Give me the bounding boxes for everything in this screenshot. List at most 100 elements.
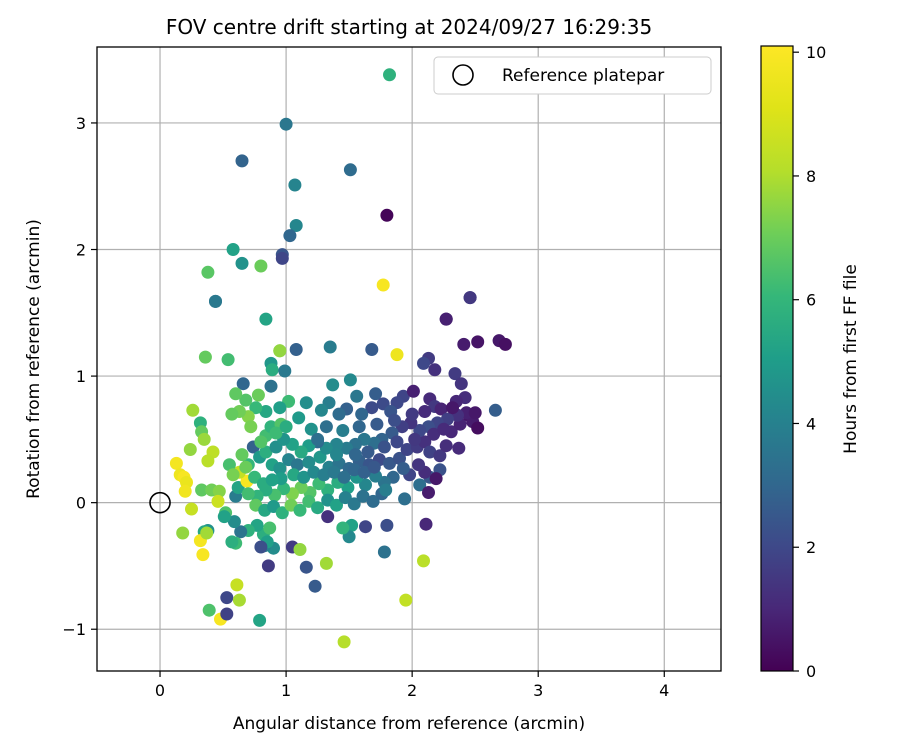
scatter-point — [332, 407, 346, 421]
x-axis-ticks: 0 1 2 3 4 — [155, 671, 669, 700]
scatter-point — [236, 377, 250, 391]
scatter-point — [390, 348, 404, 362]
scatter-point — [399, 593, 413, 607]
scatter-point — [254, 259, 268, 273]
scatter-point — [422, 486, 435, 499]
scatter-point — [365, 343, 379, 356]
scatter-point — [323, 340, 337, 354]
scatter-point — [341, 481, 355, 494]
scatter-point — [239, 460, 253, 474]
scatter-point — [330, 448, 343, 462]
scatter-point — [183, 443, 197, 456]
y-tick-label: 1 — [76, 367, 86, 386]
scatter-point — [251, 388, 265, 402]
scatter-point — [235, 448, 249, 462]
scatter-point — [383, 456, 396, 470]
colorbar-tick-label: 0 — [806, 662, 816, 681]
scatter-point — [176, 526, 190, 540]
scatter-point — [396, 462, 410, 475]
scatter-point — [418, 405, 432, 418]
scatter-point — [290, 458, 304, 472]
scatter-point — [201, 454, 215, 468]
scatter-point — [254, 540, 268, 554]
scatter-point — [418, 435, 432, 449]
scatter-point — [428, 363, 442, 377]
scatter-point — [439, 312, 453, 326]
scatter-point — [259, 405, 273, 418]
scatter-point — [376, 278, 390, 292]
scatter-point — [308, 579, 322, 593]
scatter-point — [279, 117, 293, 131]
scatter-point — [195, 483, 209, 497]
reference-platepar-marker — [149, 491, 171, 514]
scatter-point — [417, 554, 430, 568]
scatter-point — [289, 219, 303, 232]
scatter-point — [263, 521, 277, 535]
scatter-point — [380, 518, 394, 532]
scatter-point — [317, 468, 331, 482]
scatter-point — [405, 407, 419, 421]
y-tick-label: 2 — [76, 241, 86, 260]
scatter-point — [235, 154, 249, 168]
scatter-point — [226, 468, 240, 482]
scatter-point — [253, 613, 267, 627]
scatter-point — [437, 422, 451, 436]
scatter-point — [408, 432, 422, 446]
scatter-point — [265, 363, 279, 377]
scatter-point — [229, 387, 243, 401]
scatter-point — [200, 526, 214, 540]
scatter-point — [261, 559, 275, 573]
scatter-point — [269, 426, 283, 440]
scatter-point — [259, 312, 273, 326]
scatter-point — [379, 483, 393, 497]
scatter-point — [336, 521, 350, 535]
colorbar — [760, 45, 794, 672]
scatter-point — [463, 291, 477, 305]
scatter-point — [452, 441, 466, 455]
scatter-point — [314, 403, 328, 417]
scatter-point — [319, 420, 333, 434]
x-tick-label: 3 — [533, 681, 543, 700]
scatter-point — [292, 411, 306, 425]
scatter-point — [365, 401, 379, 415]
scatter-point — [471, 335, 485, 349]
scatter-point — [488, 403, 502, 417]
scatter-point — [413, 478, 427, 492]
scatter-point — [241, 487, 255, 501]
scatter-point — [311, 432, 325, 446]
scatter-point — [398, 492, 412, 506]
scatter-point — [440, 412, 454, 426]
scatter-point — [446, 401, 459, 415]
scatter-point — [383, 68, 396, 82]
scatter-point — [235, 256, 249, 270]
scatter-point — [471, 421, 485, 435]
scatter-point — [336, 424, 350, 437]
scatter-point — [343, 163, 357, 177]
scatter-point — [287, 468, 301, 482]
scatter-point — [220, 607, 234, 621]
scatter-point — [361, 445, 375, 459]
scatter-point — [327, 465, 341, 479]
scatter-point — [498, 337, 512, 351]
scatter-point — [390, 435, 404, 449]
scatter-point — [348, 448, 362, 462]
scatter-point — [185, 502, 198, 516]
scatter-point — [232, 593, 246, 607]
scatter-point — [307, 465, 321, 479]
scatter-point — [347, 463, 361, 477]
colorbar-tick-label: 2 — [806, 538, 816, 557]
scatter-point — [294, 445, 308, 459]
scatter-point — [217, 510, 231, 524]
scatter-point — [297, 470, 311, 484]
scatter-point — [400, 443, 414, 456]
legend-marker-reference-platepar — [452, 64, 474, 86]
scatter-point — [457, 337, 471, 351]
scatter-point — [302, 455, 316, 469]
scatter-point — [279, 420, 293, 434]
scatter-point — [197, 432, 211, 446]
scatter-point — [337, 635, 351, 649]
scatter-point — [448, 367, 462, 381]
colorbar-label: Hours from first FF file — [841, 264, 861, 454]
scatter-point — [412, 458, 425, 472]
scatter-point — [380, 208, 394, 222]
